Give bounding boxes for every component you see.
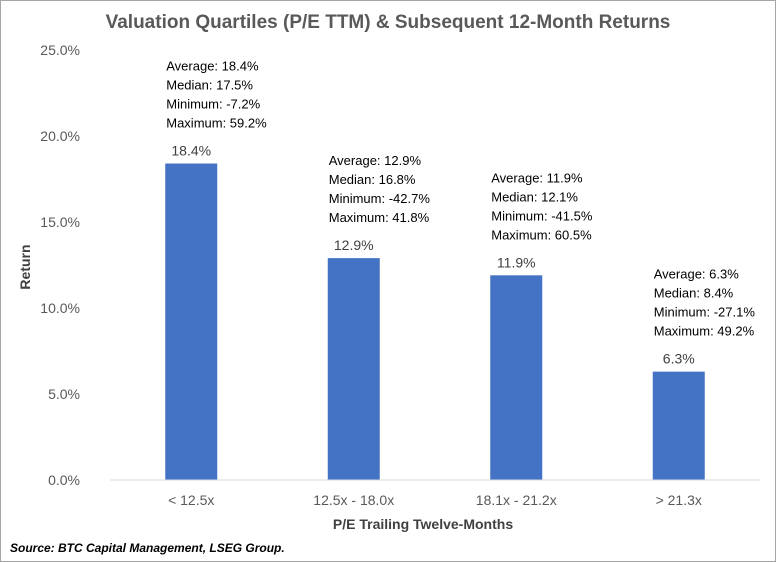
bar xyxy=(165,163,218,480)
x-tick-label: 12.5x - 18.0x xyxy=(313,492,394,508)
y-tick-label: 15.0% xyxy=(40,214,80,230)
bar-value-label: 6.3% xyxy=(663,351,695,367)
annotation-line: Median: 16.8% xyxy=(329,172,416,187)
bars-group: 18.4% Average: 18.4% Median: 17.5% Minimum:… xyxy=(165,59,755,480)
annotation-line: Maximum: 49.2% xyxy=(654,324,755,339)
chart-title: Valuation Quartiles (P/E TTM) & Subseque… xyxy=(106,12,671,33)
bar-value-label: 11.9% xyxy=(497,254,536,270)
bar-value-label: 18.4% xyxy=(171,143,211,159)
annotation-line: Average: 12.9% xyxy=(329,153,422,168)
annotation-line: Median: 17.5% xyxy=(166,78,253,93)
source-note: Source: BTC Capital Management, LSEG Gro… xyxy=(10,541,285,555)
x-tick-label: 18.1x - 21.2x xyxy=(476,492,557,508)
annotation-line: Maximum: 41.8% xyxy=(329,210,430,225)
x-tick-label: > 21.3x xyxy=(656,492,702,508)
annotation-line: Average: 6.3% xyxy=(654,267,739,282)
bar xyxy=(652,371,705,480)
annotation-line: Minimum: -27.1% xyxy=(654,305,756,320)
annotation-line: Median: 8.4% xyxy=(654,286,734,301)
annotation-line: Minimum: -7.2% xyxy=(166,97,260,112)
x-axis-label: P/E Trailing Twelve-Months xyxy=(333,516,513,532)
annotation-line: Minimum: -42.7% xyxy=(329,191,431,206)
annotation-line: Average: 11.9% xyxy=(491,170,583,185)
bar-value-label: 12.9% xyxy=(334,237,374,253)
annotation-line: Average: 18.4% xyxy=(166,59,259,74)
y-tick-label: 20.0% xyxy=(40,128,80,144)
annotation-line: Minimum: -41.5% xyxy=(491,208,593,223)
y-axis-label: Return xyxy=(17,244,33,289)
x-axis: < 12.5x 12.5x - 18.0x 18.1x - 21.2x > 21.3x xyxy=(110,479,760,508)
bar xyxy=(327,258,380,480)
y-tick-label: 5.0% xyxy=(48,386,80,402)
annotation-line: Median: 12.1% xyxy=(491,189,578,204)
bar xyxy=(490,275,543,480)
y-axis: 0.0% 5.0% 10.0% 15.0% 20.0% 25.0% xyxy=(40,42,80,488)
y-tick-label: 0.0% xyxy=(48,472,80,488)
x-tick-label: < 12.5x xyxy=(168,492,214,508)
annotation-line: Maximum: 59.2% xyxy=(166,116,267,131)
y-tick-label: 25.0% xyxy=(40,42,80,58)
annotation-line: Maximum: 60.5% xyxy=(491,227,592,242)
y-tick-label: 10.0% xyxy=(40,300,80,316)
